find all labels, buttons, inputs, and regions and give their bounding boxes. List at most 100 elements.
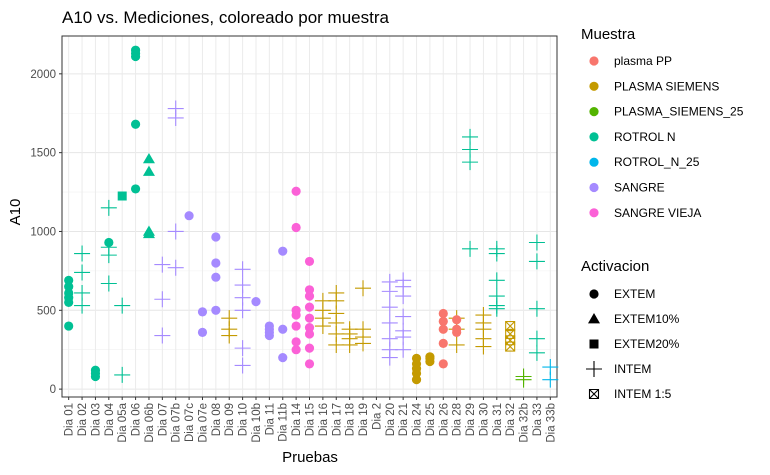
data-point (411, 375, 422, 385)
data-point (100, 199, 117, 216)
y-tick-label: 500 (37, 305, 56, 317)
data-point (438, 338, 448, 349)
data-point (291, 186, 301, 196)
data-point (90, 365, 101, 375)
data-point (304, 256, 315, 267)
data-point (355, 321, 372, 338)
data-point (234, 261, 251, 278)
data-point (154, 327, 171, 344)
data-point (167, 100, 184, 117)
data-points (64, 45, 559, 388)
legend-activacion-label: EXTEM (614, 287, 655, 301)
x-tick-label: Dia 10 (238, 403, 250, 436)
data-point (328, 284, 345, 301)
data-point (278, 352, 288, 363)
x-tick-label: Dia 31 (492, 403, 504, 436)
x-tick-label: Dia 17 (331, 403, 343, 436)
y-tick-label: 0 (50, 384, 56, 396)
legend-muestra-key (589, 182, 599, 193)
data-point (154, 291, 171, 308)
legend-muestra-key (589, 157, 599, 167)
x-tick-label: Dia 18 (345, 403, 357, 436)
data-point (167, 223, 184, 240)
data-point (438, 316, 448, 326)
x-tick-label: Dia 04 (104, 402, 116, 436)
x-tick-label: Dia 01 (64, 403, 76, 436)
x-tick-label: Dia 19 (358, 403, 370, 436)
data-point (211, 305, 221, 315)
data-point (117, 191, 127, 201)
x-tick-label: Dia 30 (478, 403, 490, 436)
legend-muestra-label: ROTROL_N_25 (614, 155, 700, 169)
data-point (264, 321, 274, 331)
y-tick-label: 2000 (30, 69, 56, 81)
x-tick-label: Dia 07 (157, 403, 169, 436)
data-point (304, 323, 315, 333)
data-point (167, 259, 184, 276)
x-tick-label: Dia 06b (144, 403, 156, 443)
data-point (395, 308, 412, 325)
chart-title: A10 vs. Mediciones, coloreado por muestr… (62, 8, 389, 27)
data-point (304, 359, 315, 369)
data-point (488, 272, 505, 289)
x-tick-label: Dia 33b (545, 403, 557, 443)
data-point (462, 128, 479, 145)
data-point (488, 240, 505, 257)
y-tick-label: 1500 (30, 148, 56, 160)
data-point (528, 344, 545, 361)
data-point (381, 330, 398, 347)
data-point (425, 352, 435, 362)
data-point (291, 321, 301, 331)
legend-activacion-key (588, 388, 600, 400)
data-point (515, 368, 532, 385)
data-point (130, 184, 141, 194)
data-point (411, 353, 422, 363)
data-point (234, 357, 251, 374)
data-point (395, 322, 412, 339)
x-tick-label: Dia 15 (305, 403, 317, 436)
data-point (304, 291, 315, 301)
data-point (278, 324, 288, 334)
data-point (381, 314, 398, 331)
data-point (291, 337, 301, 347)
legend-muestra-key (589, 81, 599, 91)
data-point (452, 315, 462, 325)
data-point (64, 282, 74, 292)
x-tick-label: Dia 20 (385, 403, 397, 436)
data-point (395, 272, 412, 289)
legend-activacion-label: EXTEM20% (614, 337, 680, 351)
data-point (505, 321, 516, 332)
legend-muestra-key (589, 107, 599, 117)
y-axis-title: A10 (7, 199, 24, 226)
data-point (221, 310, 238, 327)
x-tick-label: Dia 07e (197, 403, 209, 443)
x-tick-label: Dia 16 (318, 403, 330, 436)
data-point (488, 288, 505, 305)
x-tick-label: Dia 08 (211, 403, 223, 436)
x-tick-label: Dia 11b (278, 403, 290, 442)
x-tick-label: Dia 33 (532, 403, 544, 436)
x-axis-title: Pruebas (282, 449, 338, 466)
data-point (130, 45, 141, 55)
data-point (64, 321, 74, 331)
legend-muestra-label: ROTROL N (614, 130, 676, 144)
data-point (438, 324, 448, 334)
legend-muestra-label: SANGRE VIEJA (614, 206, 701, 220)
data-point (528, 234, 545, 251)
legend-muestra-key (589, 132, 599, 142)
x-tick-label: Dia 10b (251, 403, 263, 443)
data-point (251, 297, 261, 307)
data-point (142, 225, 155, 236)
plot-panel (61, 35, 558, 398)
x-tick-label: Dia 09 (224, 403, 236, 436)
x-tick-label: Dia 07c (184, 403, 196, 442)
data-point (211, 258, 221, 268)
data-point (291, 222, 301, 233)
data-point (528, 300, 545, 317)
x-tick-label: Dia 05a (117, 402, 129, 442)
legend-muestra: Muestra plasma PP PLASMA SIEMENS PLASMA_SI… (581, 26, 744, 220)
data-point (184, 211, 194, 221)
data-point (448, 336, 465, 353)
data-point (234, 277, 251, 294)
